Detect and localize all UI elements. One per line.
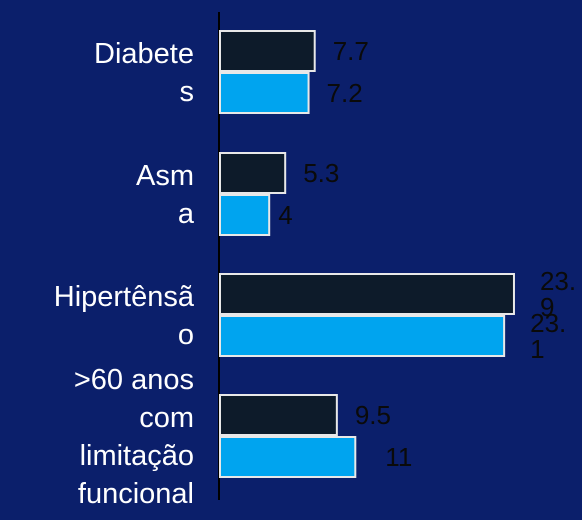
bar-series-1 xyxy=(219,394,338,436)
data-label: 11 xyxy=(385,442,412,472)
data-label: 4 xyxy=(278,200,292,230)
bar-series-2 xyxy=(219,436,357,478)
data-label: 23. 9 xyxy=(540,266,576,322)
bar-series-1 xyxy=(219,273,515,315)
category-label: Hipertênsã o xyxy=(54,281,195,351)
data-label: 7.7 xyxy=(333,36,369,66)
data-label: 9.5 xyxy=(355,400,391,430)
category-label: Asm a xyxy=(136,160,195,230)
category-label: >60 anos com limitação funcional xyxy=(74,364,194,510)
bar-series-2 xyxy=(219,194,271,236)
bar-series-1 xyxy=(219,30,316,72)
data-label: 7.2 xyxy=(327,78,363,108)
data-label: 23. 1 xyxy=(530,308,566,364)
category-label: Diabete s xyxy=(94,38,194,108)
bar-series-1 xyxy=(219,152,287,194)
data-label: 5.3 xyxy=(303,158,339,188)
bar-series-2 xyxy=(219,315,506,357)
bar-series-2 xyxy=(219,72,310,114)
